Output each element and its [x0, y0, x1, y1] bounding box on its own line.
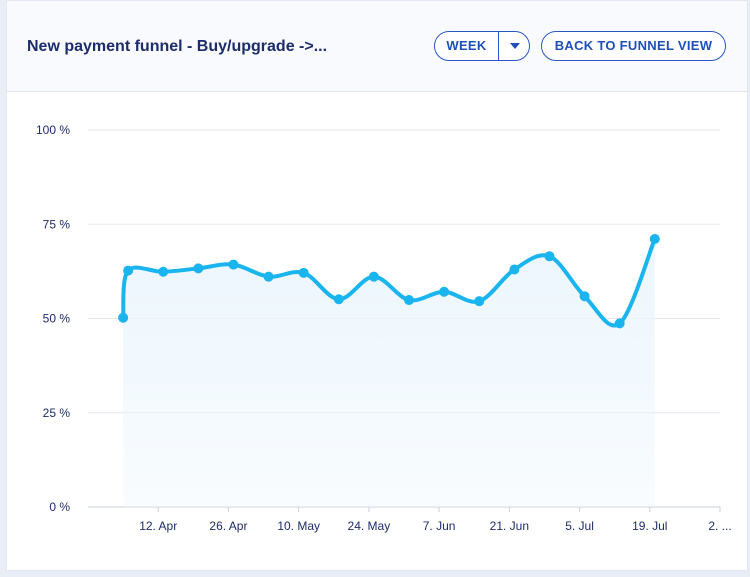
data-point: [404, 295, 415, 306]
data-point: [333, 294, 344, 305]
x-tick-label: 21. Jun: [490, 519, 529, 533]
data-point: [509, 264, 520, 275]
data-point: [544, 251, 555, 262]
x-tick-label: 26. Apr: [209, 519, 247, 533]
chevron-down-icon[interactable]: [510, 43, 520, 49]
back-to-funnel-view-button[interactable]: BACK TO FUNNEL VIEW: [541, 31, 726, 61]
y-tick-label: 100 %: [36, 123, 70, 137]
data-point: [158, 266, 169, 277]
x-tick-label: 7. Jun: [423, 519, 456, 533]
data-point: [614, 318, 625, 329]
x-tick-label: 2. ...: [708, 519, 731, 533]
x-tick-label: 5. Jul: [565, 519, 594, 533]
data-point: [118, 312, 129, 323]
y-tick-label: 75 %: [43, 217, 71, 231]
period-select-divider: [498, 32, 499, 60]
data-point: [439, 286, 450, 297]
data-point: [649, 233, 660, 244]
period-select[interactable]: WEEK: [434, 31, 530, 61]
data-point: [474, 296, 485, 307]
y-tick-label: 25 %: [43, 406, 71, 420]
data-point: [579, 291, 590, 302]
x-tick-label: 10. May: [277, 519, 320, 533]
chart-title: New payment funnel - Buy/upgrade ->...: [27, 38, 328, 55]
data-point: [263, 271, 274, 282]
data-point: [368, 271, 379, 282]
data-point: [298, 267, 309, 278]
y-tick-label: 50 %: [43, 312, 71, 326]
data-point: [123, 265, 134, 276]
x-tick-label: 24. May: [348, 519, 391, 533]
data-point: [193, 263, 204, 274]
card-header: New payment funnel - Buy/upgrade ->... W…: [7, 1, 747, 92]
y-tick-label: 0 %: [49, 500, 70, 514]
data-point: [228, 259, 239, 270]
x-tick-label: 12. Apr: [139, 519, 177, 533]
period-select-value[interactable]: WEEK: [446, 38, 487, 53]
x-tick-label: 19. Jul: [632, 519, 667, 533]
series-area: [123, 238, 655, 507]
